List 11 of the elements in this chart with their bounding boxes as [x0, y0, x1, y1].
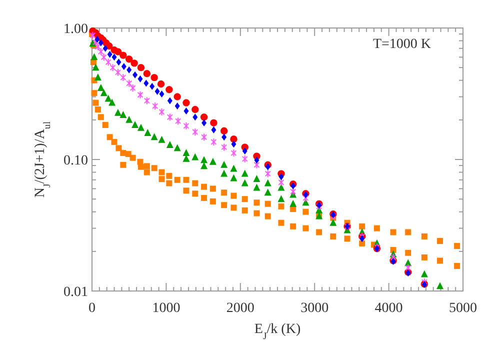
x-tick-label: 5000: [449, 301, 477, 316]
annotation: T=1000 K: [372, 37, 431, 52]
x-axis-title: E$_{J}$/k (K): [254, 322, 301, 342]
x-tick-label: 4000: [374, 301, 403, 316]
x-tick-label: 0: [88, 301, 96, 316]
y-tick-label: 1.00: [64, 22, 88, 37]
x-tick-label: 3000: [300, 301, 329, 316]
y-tick-label: 0.10: [64, 153, 88, 168]
y-tick-label: 0.01: [64, 284, 88, 300]
x-tick-label: 1000: [152, 301, 180, 316]
x-tick-label: 2000: [226, 301, 254, 316]
